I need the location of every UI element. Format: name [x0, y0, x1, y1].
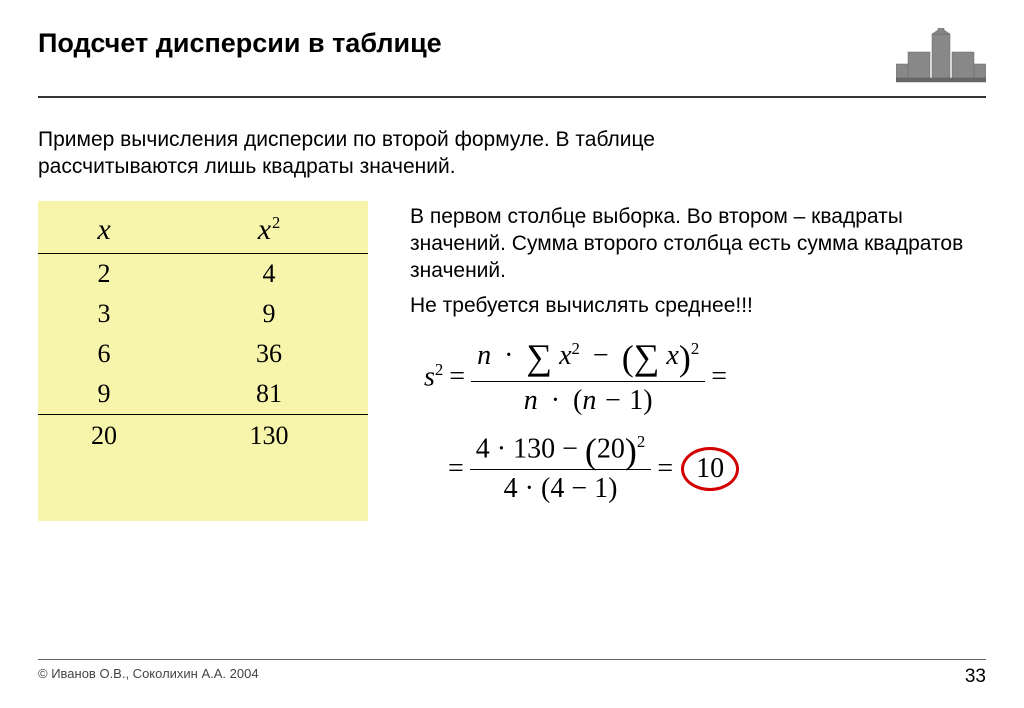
- denominator: n · (n − 1): [471, 382, 705, 417]
- col-header-x: x: [38, 209, 170, 254]
- paragraph-2: Не требуется вычислять среднее!!!: [410, 292, 986, 319]
- page-number: 33: [965, 666, 986, 688]
- intro-text: Пример вычисления дисперсии по второй фо…: [38, 126, 678, 181]
- explanation-column: В первом столбце выборка. Во втором – кв…: [410, 201, 986, 522]
- slide-footer: © Иванов О.В., Соколихин А.А. 2004 33: [38, 659, 986, 688]
- formula-row-1: s2 = n · ∑ x2 − (∑ x)2 n ·: [424, 338, 986, 417]
- slide-header: Подсчет дисперсии в таблице: [38, 28, 986, 98]
- col-header-x2: x2: [170, 209, 368, 254]
- denominator-2: 4 · (4 − 1): [470, 470, 652, 505]
- table-header-row: x x2: [38, 209, 368, 254]
- table-row: 39: [38, 294, 368, 334]
- result-circle: 10: [681, 447, 739, 491]
- copyright: © Иванов О.В., Соколихин А.А. 2004: [38, 666, 259, 688]
- variance-table: x x2 24 39 636 981 20130: [38, 209, 368, 456]
- numerator-2: 4 · 130 − (20)2: [470, 433, 652, 470]
- slide-title: Подсчет дисперсии в таблице: [38, 28, 442, 59]
- msu-logo-icon: [896, 28, 986, 88]
- result-value: 10: [696, 454, 724, 485]
- numeric-fraction: 4 · 130 − (20)2 4 · (4 − 1): [470, 433, 652, 505]
- table-row: 24: [38, 253, 368, 294]
- lhs: s2: [424, 361, 443, 393]
- table-row: 981: [38, 374, 368, 415]
- formula-block: s2 = n · ∑ x2 − (∑ x)2 n ·: [424, 338, 986, 505]
- table-sum-row: 20130: [38, 414, 368, 456]
- paragraph-1: В первом столбце выборка. Во втором – кв…: [410, 203, 986, 285]
- general-fraction: n · ∑ x2 − (∑ x)2 n · (n − 1): [471, 338, 705, 417]
- numerator: n · ∑ x2 − (∑ x)2: [471, 338, 705, 383]
- content-row: x x2 24 39 636 981 20130 В первом столбц…: [38, 201, 986, 522]
- table-row: 636: [38, 334, 368, 374]
- data-table-box: x x2 24 39 636 981 20130: [38, 201, 368, 522]
- formula-row-2: = 4 · 130 − (20)2 4 · (4 − 1) = 10: [442, 433, 986, 505]
